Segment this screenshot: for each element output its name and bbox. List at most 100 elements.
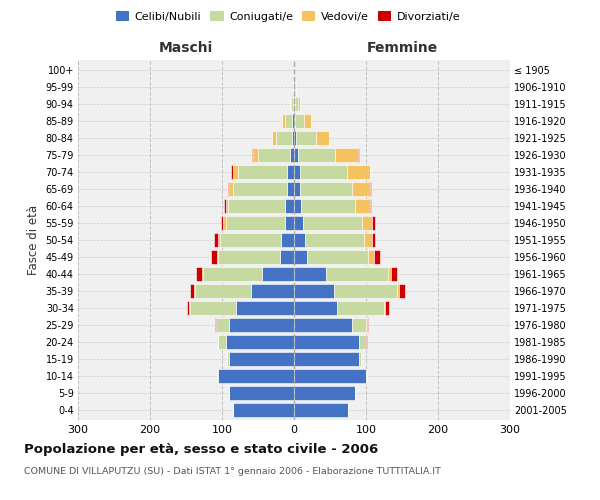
Bar bbox=[292, 131, 294, 146]
Bar bbox=[229, 352, 294, 366]
Bar bbox=[217, 368, 218, 383]
Bar bbox=[280, 250, 294, 264]
Bar bbox=[229, 182, 233, 196]
Bar bbox=[293, 97, 294, 112]
Bar bbox=[302, 216, 362, 230]
Bar bbox=[367, 318, 368, 332]
Bar bbox=[229, 318, 294, 332]
Bar bbox=[294, 216, 302, 230]
Bar bbox=[287, 182, 294, 196]
Bar bbox=[290, 97, 291, 112]
Bar bbox=[352, 182, 370, 196]
Bar bbox=[262, 266, 294, 281]
Bar bbox=[366, 368, 367, 383]
Text: Femmine: Femmine bbox=[367, 41, 437, 55]
Bar bbox=[228, 182, 229, 196]
Bar bbox=[359, 352, 361, 366]
Bar bbox=[232, 165, 233, 180]
Bar bbox=[366, 334, 367, 349]
Bar bbox=[284, 114, 292, 128]
Bar bbox=[358, 148, 359, 162]
Bar bbox=[233, 402, 294, 417]
Bar bbox=[223, 216, 226, 230]
Bar bbox=[355, 199, 370, 214]
Y-axis label: Fasce di età: Fasce di età bbox=[27, 205, 40, 275]
Bar bbox=[221, 216, 223, 230]
Bar bbox=[294, 284, 334, 298]
Bar bbox=[218, 334, 226, 349]
Bar bbox=[335, 148, 358, 162]
Bar bbox=[294, 266, 326, 281]
Bar bbox=[283, 114, 284, 128]
Bar bbox=[226, 216, 284, 230]
Bar bbox=[190, 284, 194, 298]
Bar bbox=[391, 266, 397, 281]
Bar bbox=[368, 250, 374, 264]
Bar bbox=[226, 199, 228, 214]
Bar bbox=[224, 199, 226, 214]
Bar bbox=[295, 114, 304, 128]
Bar bbox=[292, 114, 294, 128]
Bar bbox=[189, 300, 190, 315]
Bar bbox=[218, 368, 294, 383]
Bar bbox=[397, 284, 399, 298]
Bar bbox=[305, 233, 364, 247]
Bar bbox=[294, 131, 296, 146]
Bar bbox=[301, 199, 355, 214]
Bar bbox=[214, 233, 218, 247]
Bar bbox=[296, 131, 316, 146]
Legend: Celibi/Nubili, Coniugati/e, Vedovi/e, Divorziati/e: Celibi/Nubili, Coniugati/e, Vedovi/e, Di… bbox=[112, 8, 464, 25]
Bar bbox=[236, 300, 294, 315]
Bar bbox=[294, 233, 305, 247]
Bar bbox=[287, 165, 294, 180]
Text: Maschi: Maschi bbox=[159, 41, 213, 55]
Bar bbox=[294, 97, 295, 112]
Bar bbox=[218, 233, 220, 247]
Bar bbox=[276, 131, 292, 146]
Bar bbox=[272, 131, 276, 146]
Bar bbox=[385, 300, 389, 315]
Bar bbox=[258, 148, 290, 162]
Bar bbox=[190, 300, 236, 315]
Bar bbox=[215, 318, 216, 332]
Bar bbox=[233, 182, 287, 196]
Bar bbox=[194, 284, 251, 298]
Bar bbox=[337, 300, 384, 315]
Bar bbox=[251, 284, 294, 298]
Bar bbox=[294, 148, 298, 162]
Bar bbox=[334, 284, 397, 298]
Bar bbox=[294, 368, 366, 383]
Bar bbox=[238, 165, 287, 180]
Bar bbox=[218, 250, 280, 264]
Bar bbox=[373, 233, 376, 247]
Bar bbox=[294, 165, 300, 180]
Bar bbox=[291, 97, 293, 112]
Bar bbox=[229, 386, 294, 400]
Bar bbox=[203, 266, 262, 281]
Bar bbox=[352, 318, 366, 332]
Bar bbox=[216, 318, 229, 332]
Bar bbox=[294, 402, 348, 417]
Bar bbox=[252, 148, 253, 162]
Bar bbox=[294, 114, 295, 128]
Bar bbox=[374, 250, 380, 264]
Bar bbox=[294, 182, 300, 196]
Bar bbox=[373, 216, 374, 230]
Bar bbox=[316, 131, 329, 146]
Bar bbox=[399, 284, 405, 298]
Bar bbox=[359, 334, 366, 349]
Bar bbox=[294, 334, 359, 349]
Bar bbox=[370, 182, 371, 196]
Bar bbox=[307, 250, 368, 264]
Bar bbox=[294, 300, 337, 315]
Bar bbox=[227, 352, 229, 366]
Bar bbox=[202, 266, 203, 281]
Bar bbox=[233, 165, 238, 180]
Bar bbox=[281, 233, 294, 247]
Bar bbox=[295, 80, 296, 94]
Bar bbox=[347, 165, 370, 180]
Bar bbox=[362, 216, 373, 230]
Bar bbox=[366, 318, 367, 332]
Text: Popolazione per età, sesso e stato civile - 2006: Popolazione per età, sesso e stato civil… bbox=[24, 442, 378, 456]
Bar bbox=[370, 199, 371, 214]
